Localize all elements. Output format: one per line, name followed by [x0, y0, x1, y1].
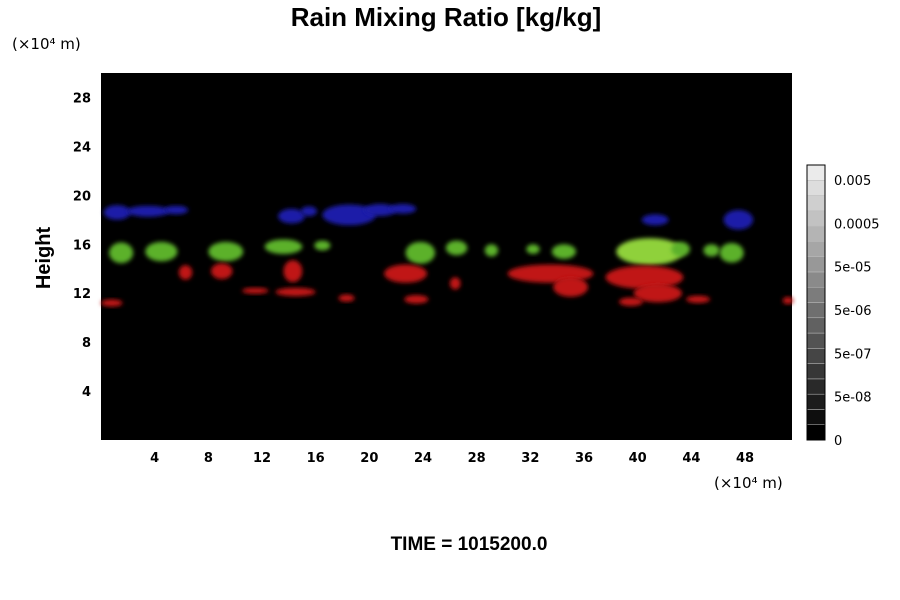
- y-axis-label: Height: [33, 227, 55, 290]
- colorbar-segment: [806, 286, 826, 303]
- field-region: [686, 295, 711, 303]
- colorbar-segment: [806, 195, 826, 212]
- colorbar-segment: [806, 271, 826, 288]
- field-regions: [101, 203, 794, 307]
- colorbar: 0.005 0.0005 5e-05 5e-06 5e-07 5e-08 0: [806, 164, 880, 449]
- field-region: [363, 203, 397, 217]
- field-region: [551, 244, 576, 259]
- y-unit-label: (×10⁴ m): [12, 35, 81, 53]
- field-region: [322, 204, 377, 226]
- x-tick-label: 44: [682, 451, 700, 466]
- colorbar-segment: [806, 241, 826, 257]
- x-tick-label: 8: [204, 451, 213, 466]
- colorbar-segment: [806, 348, 826, 364]
- x-tick-label: 4: [150, 451, 159, 466]
- field-region: [616, 238, 684, 266]
- field-region: [404, 295, 429, 304]
- field-region: [723, 210, 754, 230]
- x-tick-label: 20: [360, 451, 378, 466]
- field-region: [484, 244, 499, 257]
- field-region: [178, 265, 193, 280]
- colorbar-tick-label: 0.0005: [834, 217, 880, 232]
- field-region: [384, 264, 428, 283]
- colorbar-tick-label: 0: [834, 434, 842, 449]
- field-region: [300, 206, 318, 217]
- field-region: [703, 244, 720, 257]
- field-region: [449, 277, 461, 290]
- field-region: [605, 265, 684, 289]
- field-region: [389, 203, 417, 214]
- field-region: [126, 205, 170, 217]
- field-region: [314, 240, 331, 251]
- x-tick-label: 28: [468, 451, 486, 466]
- colorbar-segment: [806, 256, 826, 273]
- field-region: [101, 299, 123, 307]
- colorbar-segment: [806, 393, 826, 410]
- colorbar-segment: [806, 332, 826, 349]
- x-tick-label: 32: [521, 451, 539, 466]
- colorbar-tick-label: 5e-08: [834, 391, 872, 406]
- field-region: [719, 243, 744, 263]
- field-region: [109, 242, 134, 264]
- x-tick-label: 48: [736, 451, 754, 466]
- y-tick-label: 20: [73, 189, 91, 204]
- x-unit-label: (×10⁴ m): [714, 474, 783, 492]
- field-region: [405, 241, 436, 264]
- field-region: [553, 277, 589, 297]
- field-region: [103, 205, 131, 220]
- field-region: [278, 208, 305, 224]
- colorbar-tick-label: 5e-05: [834, 261, 872, 276]
- field-region: [338, 294, 355, 302]
- colorbar-frame: [806, 164, 826, 441]
- x-tick-label: 24: [414, 451, 432, 466]
- colorbar-segment: [806, 363, 826, 380]
- colorbar-segment: [806, 164, 826, 181]
- colorbar-tick-label: 5e-06: [834, 304, 872, 319]
- y-tick-label: 8: [82, 336, 91, 351]
- y-tick-label: 16: [73, 238, 91, 253]
- field-region: [671, 241, 691, 257]
- y-tick-label: 12: [73, 287, 91, 302]
- field-region: [641, 214, 669, 226]
- colorbar-segment: [806, 180, 826, 196]
- colorbar-segment: [806, 302, 826, 319]
- colorbar-segment: [806, 225, 826, 242]
- field-region: [445, 240, 468, 256]
- field-region: [264, 239, 303, 255]
- x-tick-label: 36: [575, 451, 593, 466]
- y-tick-label: 24: [73, 140, 91, 155]
- x-tick-label: 40: [629, 451, 647, 466]
- y-tick-labels: 4 8 12 16 20 24 28: [73, 91, 91, 400]
- colorbar-segment: [806, 378, 826, 395]
- y-tick-label: 4: [82, 385, 91, 400]
- colorbar-segment: [806, 424, 826, 441]
- y-tick-label: 28: [73, 91, 91, 106]
- plot-area: [101, 73, 792, 440]
- x-tick-label: 16: [307, 451, 325, 466]
- field-region: [618, 297, 644, 307]
- field-region: [526, 244, 540, 255]
- x-tick-labels: 4 8 12 16 20 24 28 32 36 40 44 48: [150, 451, 754, 466]
- colorbar-segment: [806, 409, 826, 425]
- colorbar-segment: [806, 210, 826, 227]
- field-region: [164, 205, 189, 215]
- field-region: [208, 241, 244, 262]
- field-region: [782, 296, 794, 305]
- field-region: [633, 284, 682, 303]
- field-region: [283, 260, 303, 283]
- field-region: [275, 287, 316, 297]
- x-tick-label: 12: [253, 451, 271, 466]
- field-region: [145, 241, 178, 262]
- field-region: [211, 263, 233, 280]
- colorbar-tick-label: 5e-07: [834, 347, 872, 362]
- colorbar-tick-label: 0.005: [834, 174, 871, 189]
- field-region: [241, 287, 269, 294]
- time-label: TIME = 1015200.0: [391, 534, 548, 555]
- chart-title: Rain Mixing Ratio [kg/kg]: [291, 2, 602, 32]
- colorbar-segment: [806, 317, 826, 334]
